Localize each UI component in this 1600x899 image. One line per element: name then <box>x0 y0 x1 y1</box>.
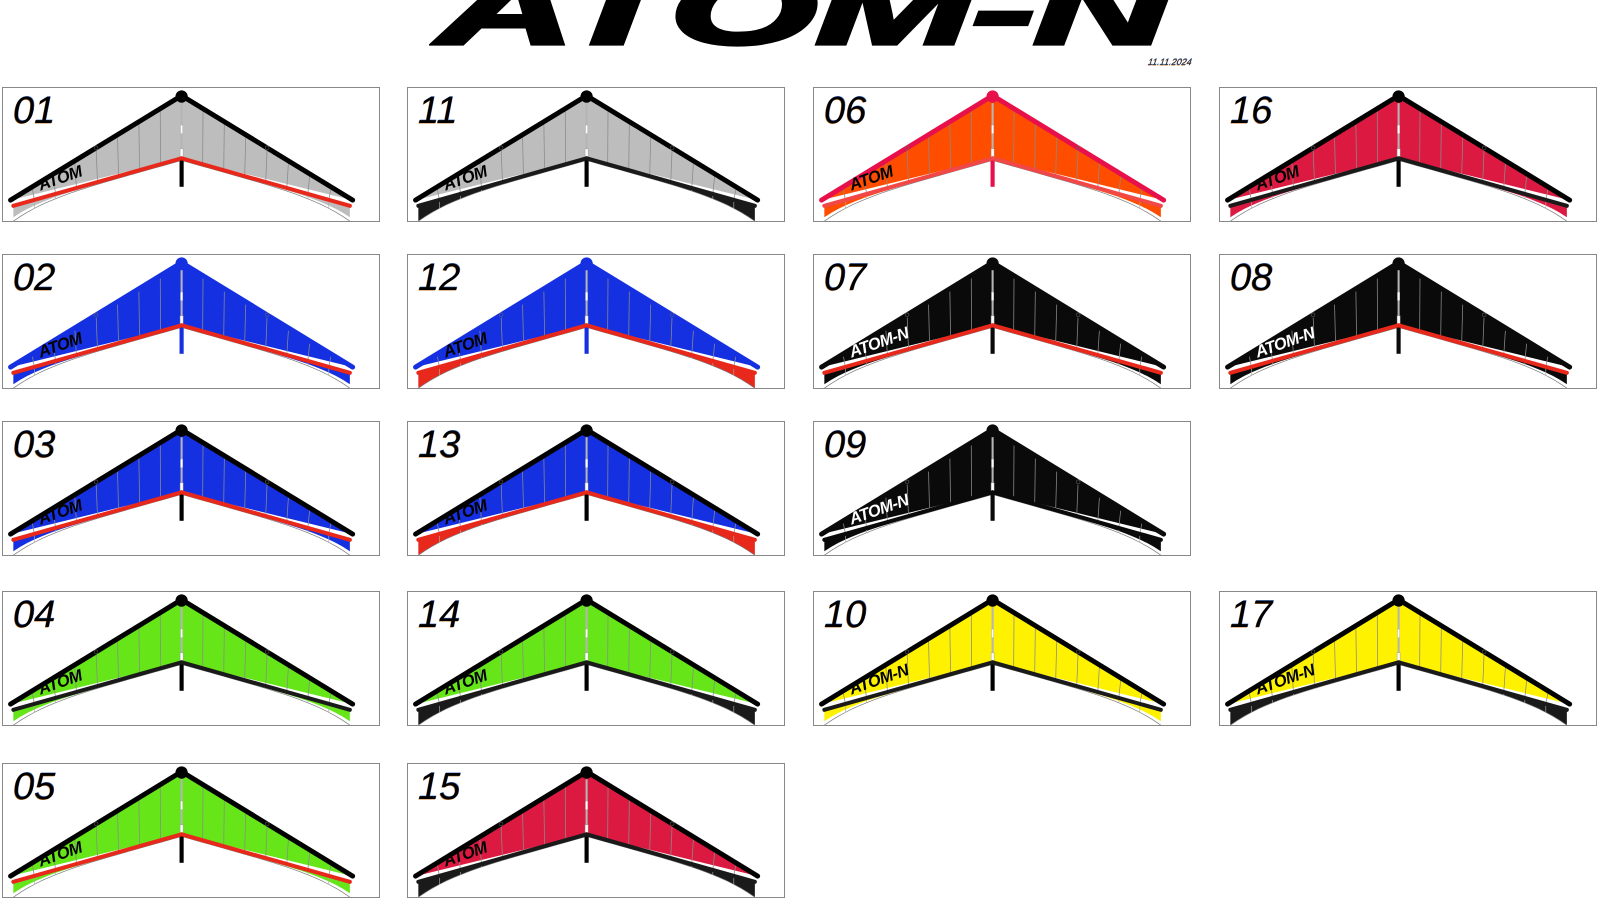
svg-text:ATOM: ATOM <box>35 161 86 195</box>
svg-text:ATOM: ATOM <box>846 161 897 195</box>
svg-text:ATOM: ATOM <box>35 328 86 362</box>
svg-text:ATOM: ATOM <box>35 665 86 699</box>
svg-text:ATOM: ATOM <box>35 837 86 871</box>
svg-text:ATOM: ATOM <box>35 495 86 529</box>
svg-text:ATOM: ATOM <box>1252 161 1303 195</box>
